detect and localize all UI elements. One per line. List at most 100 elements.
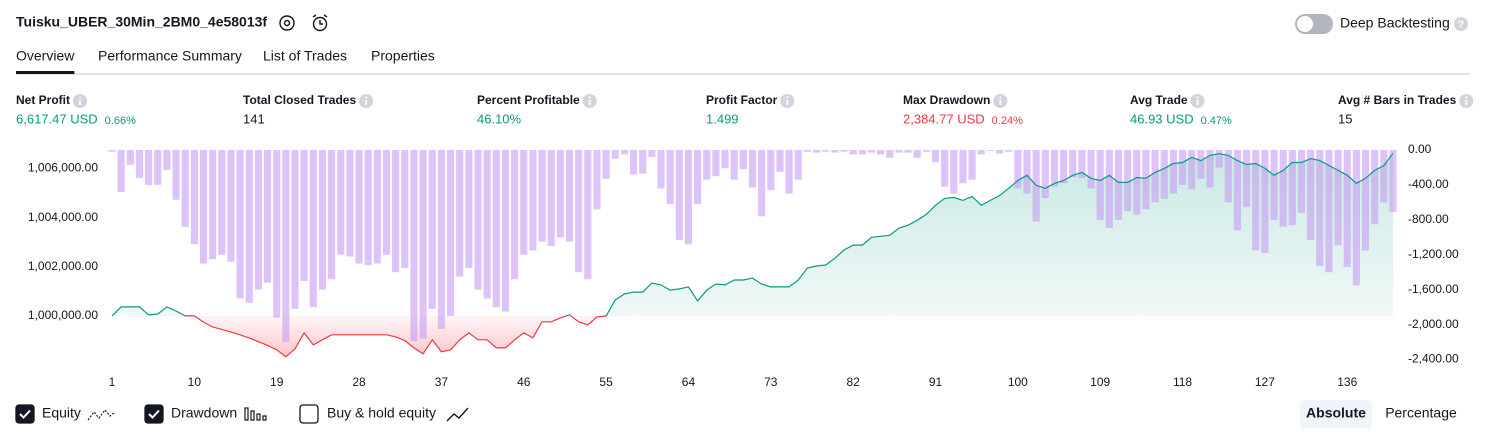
info-icon[interactable] bbox=[780, 94, 795, 108]
drawdown-bar bbox=[611, 150, 619, 159]
tab[interactable]: List of Trades bbox=[263, 48, 347, 64]
drawdown-bar bbox=[135, 150, 144, 178]
drawdown-bar bbox=[721, 150, 729, 169]
info-glyph bbox=[79, 100, 81, 105]
equity-area bbox=[112, 153, 1393, 357]
drawdown-bar bbox=[1188, 150, 1196, 190]
settings-icon[interactable] bbox=[279, 15, 295, 31]
y-tick-label: 1,000,000.00 bbox=[28, 308, 98, 322]
y2-tick-label: -1,600.00 bbox=[1408, 282, 1459, 296]
metric-percent: 0.66% bbox=[105, 115, 136, 127]
metric-label: Net Profit bbox=[16, 93, 70, 107]
buyhold-icon bbox=[446, 407, 469, 422]
drawdown-bar bbox=[831, 150, 839, 153]
checkbox[interactable] bbox=[299, 404, 319, 424]
help-icon[interactable]: ? bbox=[1454, 17, 1468, 31]
drawdown-bar bbox=[785, 150, 793, 194]
metric-label: Max Drawdown bbox=[903, 93, 990, 107]
x-tick-label: 127 bbox=[1255, 375, 1275, 389]
drawdown-bar bbox=[1270, 150, 1278, 220]
drawdown-bar bbox=[401, 150, 409, 268]
metric-value: 2,384.77 USD bbox=[903, 111, 985, 126]
drawdown-bar bbox=[602, 150, 610, 179]
drawdown-bar bbox=[1297, 150, 1306, 213]
drawdown-bar bbox=[501, 150, 510, 312]
metric-value: 1.499 bbox=[706, 111, 739, 126]
toggle-switch[interactable] bbox=[1295, 14, 1333, 34]
drawdown-bar bbox=[373, 150, 381, 264]
drawdown-bar bbox=[1380, 150, 1388, 203]
info-icon[interactable] bbox=[359, 94, 374, 108]
drawdown-bar bbox=[1361, 150, 1370, 251]
drawdown-bar bbox=[1389, 150, 1397, 212]
info-icon[interactable] bbox=[1459, 94, 1474, 108]
drawdown-bar bbox=[382, 150, 391, 255]
drawdown-bar bbox=[245, 150, 253, 303]
drawdown-bar bbox=[1124, 150, 1132, 212]
scale-button[interactable]: Absolute bbox=[1306, 405, 1366, 421]
drawdown-bar bbox=[1087, 150, 1095, 189]
alert-icon[interactable] bbox=[312, 14, 328, 32]
info-glyph bbox=[786, 96, 789, 99]
drawdown-bar bbox=[584, 150, 592, 280]
drawdown-bar bbox=[337, 150, 345, 255]
drawdown-bar bbox=[995, 150, 1004, 154]
info-icon[interactable] bbox=[1190, 94, 1205, 108]
info-icon[interactable] bbox=[993, 94, 1008, 108]
drawdown-bar bbox=[1307, 150, 1315, 240]
drawdown-bar bbox=[145, 150, 153, 185]
tab[interactable]: Overview bbox=[16, 48, 75, 64]
drawdown-bar bbox=[1197, 150, 1205, 179]
checkbox-box bbox=[144, 404, 164, 424]
drawdown-bar bbox=[666, 150, 674, 205]
drawdown-bar bbox=[364, 150, 372, 266]
drawdown-bar bbox=[758, 150, 766, 217]
drawdown-bar bbox=[739, 150, 747, 170]
drawdown-bar bbox=[593, 150, 601, 210]
drawdown-bar bbox=[703, 150, 711, 180]
info-glyph bbox=[1196, 96, 1199, 99]
drawdown-bar bbox=[1041, 150, 1049, 199]
drawdown-bar bbox=[968, 150, 976, 180]
info-icon[interactable] bbox=[582, 94, 597, 108]
metric-percent: 0.24% bbox=[992, 115, 1023, 127]
scale-button[interactable]: Percentage bbox=[1385, 405, 1457, 421]
x-tick-label: 109 bbox=[1090, 375, 1110, 389]
drawdown-bar bbox=[1252, 150, 1260, 251]
drawdown-bar bbox=[822, 150, 830, 152]
info-icon[interactable] bbox=[73, 94, 87, 108]
drawdown-bar bbox=[1243, 150, 1251, 207]
drawdown-bar bbox=[190, 150, 198, 245]
info-glyph bbox=[588, 96, 591, 99]
drawdown-bar bbox=[108, 150, 116, 152]
drawdown-bar bbox=[712, 150, 720, 177]
metric-value: 6,617.47 USD bbox=[16, 111, 98, 126]
info-glyph bbox=[999, 96, 1002, 99]
drawdown-bar bbox=[1224, 150, 1232, 203]
drawdown-bar bbox=[419, 150, 427, 339]
tab[interactable]: Performance Summary bbox=[98, 48, 242, 64]
y2-tick-label: 0.00 bbox=[1408, 142, 1432, 156]
drawdown-bar bbox=[767, 150, 775, 191]
tab[interactable]: Properties bbox=[371, 48, 435, 64]
drawdown-bar bbox=[1014, 150, 1022, 189]
drawdown-bar bbox=[1114, 150, 1123, 220]
drawdown-bar bbox=[904, 150, 912, 153]
x-tick-label: 64 bbox=[682, 375, 696, 389]
checkbox[interactable] bbox=[144, 404, 164, 424]
drawdown-bar bbox=[236, 150, 244, 299]
drawdown-bar bbox=[730, 150, 738, 180]
drawdown-bar bbox=[346, 150, 354, 257]
drawdown-bar bbox=[812, 150, 821, 153]
drawdown-bar bbox=[1096, 150, 1104, 220]
info-glyph bbox=[79, 96, 81, 99]
drawdown-bar bbox=[1069, 150, 1077, 178]
drawdown-bar bbox=[1050, 150, 1059, 187]
y2-tick-label: -400.00 bbox=[1408, 177, 1449, 191]
info-glyph bbox=[1465, 100, 1468, 105]
drawdown-bar bbox=[556, 150, 564, 238]
drawdown-bar bbox=[456, 150, 464, 277]
checkbox[interactable] bbox=[15, 404, 35, 424]
drawdown-bar bbox=[209, 150, 217, 260]
